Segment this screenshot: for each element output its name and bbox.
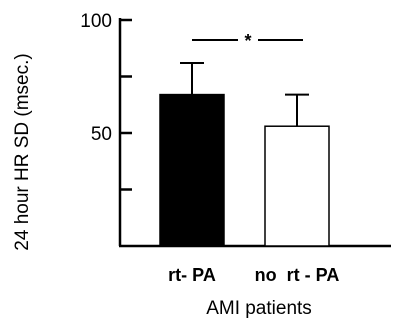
bar-1 — [264, 125, 330, 247]
significance-asterisk: * — [244, 31, 251, 51]
x-tick-label-1: no rt - PA — [255, 265, 340, 285]
x-axis-tick-labels: rt- PA no rt - PA — [168, 265, 339, 285]
significance-marker: * — [192, 31, 303, 51]
x-tick-label-0: rt- PA — [168, 265, 216, 285]
x-axis-label: AMI patients — [206, 298, 312, 319]
bar-0 — [159, 93, 225, 247]
y-axis-ticks: 50 100 — [80, 11, 132, 191]
bar-series — [159, 93, 330, 247]
error-bars — [180, 61, 309, 127]
y-tick-label-100: 100 — [80, 11, 112, 32]
y-axis-label: 24 hour HR SD (msec.) — [12, 53, 33, 250]
y-tick-label-50: 50 — [91, 124, 112, 145]
